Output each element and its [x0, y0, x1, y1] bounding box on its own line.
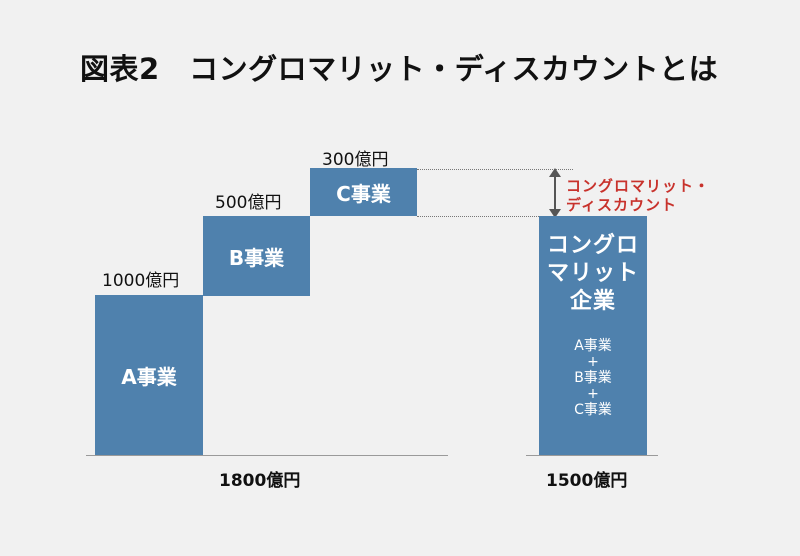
part-c: C事業 — [574, 402, 612, 418]
bar-b — [203, 216, 310, 296]
baseline-right — [526, 455, 658, 456]
conglomerate-bar — [539, 216, 647, 455]
part-a: A事業 — [574, 338, 612, 354]
conglomerate-title-line-1: コングロ — [546, 233, 639, 258]
plus-1: + — [587, 354, 599, 370]
double-arrow-icon — [549, 168, 561, 218]
bar-c-label: C事業 — [336, 181, 391, 206]
part-b: B事業 — [574, 370, 612, 386]
bar-b-label: B事業 — [228, 245, 285, 270]
conglomerate-parts: A事業 + B事業 + C事業 — [539, 338, 647, 418]
bar-b-amount: 500億円 — [215, 193, 282, 213]
conglomerate-value-label: 1500億円 — [546, 471, 628, 491]
bar-a-label: A事業 — [121, 364, 177, 389]
sum-label: 1800億円 — [219, 471, 301, 491]
conglomerate-title: コングロ マリット 企業 — [539, 232, 647, 316]
dotted-line-top — [417, 169, 573, 170]
conglomerate-title-line-3: 企業 — [569, 289, 616, 314]
bar-c — [310, 168, 417, 216]
discount-line-1: コングロマリット・ — [566, 177, 711, 195]
conglomerate-title-line-2: マリット — [546, 261, 639, 286]
bar-a — [95, 295, 203, 455]
plus-2: + — [587, 386, 599, 402]
discount-callout: コングロマリット・ ディスカウント — [566, 177, 710, 215]
bar-c-amount: 300億円 — [322, 150, 389, 170]
dotted-line-bottom — [417, 216, 573, 217]
chart-title: 図表2 コングロマリット・ディスカウントとは — [80, 52, 719, 86]
baseline-left — [86, 455, 448, 456]
discount-line-2: ディスカウント — [566, 196, 677, 214]
bar-a-amount: 1000億円 — [102, 271, 180, 291]
